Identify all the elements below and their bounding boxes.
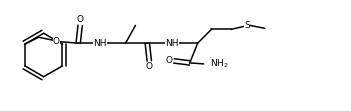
Text: S: S [244, 21, 250, 30]
Text: O: O [53, 37, 60, 46]
Text: NH: NH [93, 39, 107, 48]
Text: NH: NH [165, 39, 179, 48]
Text: O: O [146, 62, 153, 71]
Text: O: O [166, 56, 173, 65]
Text: O: O [77, 15, 84, 24]
Text: NH$_2$: NH$_2$ [210, 58, 228, 70]
